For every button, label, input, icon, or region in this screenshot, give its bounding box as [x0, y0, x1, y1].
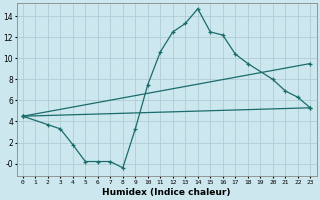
X-axis label: Humidex (Indice chaleur): Humidex (Indice chaleur) [102, 188, 231, 197]
